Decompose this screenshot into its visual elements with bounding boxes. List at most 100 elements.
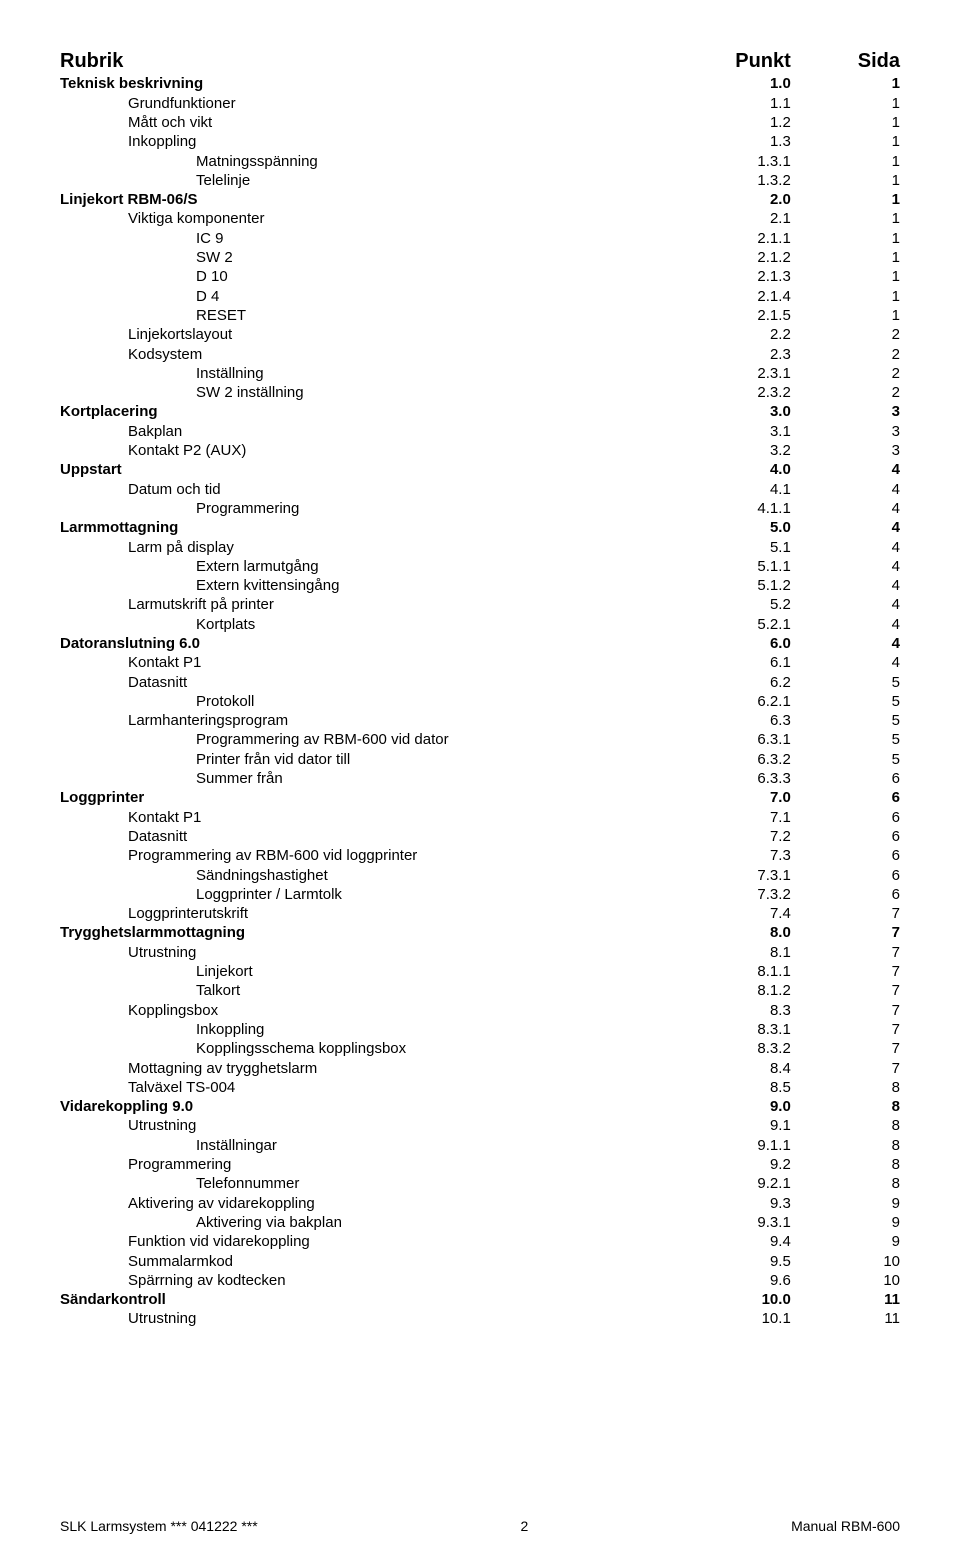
toc-sida: 4 xyxy=(791,499,900,518)
toc-row: Linjekortslayout2.22 xyxy=(60,326,900,345)
toc-sida: 1 xyxy=(791,249,900,268)
toc-row: Talväxel TS-0048.58 xyxy=(60,1078,900,1097)
toc-label: Kopplingsschema kopplingsbox xyxy=(60,1040,406,1057)
toc-sida: 5 xyxy=(791,750,900,769)
toc-punkt: 7.2 xyxy=(682,827,791,846)
toc-punkt: 9.2.1 xyxy=(682,1175,791,1194)
toc-label: Trygghetslarmmottagning xyxy=(60,924,245,941)
toc-punkt: 1.1 xyxy=(682,94,791,113)
toc-label: Mottagning av trygghetslarm xyxy=(60,1060,317,1077)
toc-punkt: 9.6 xyxy=(682,1271,791,1290)
toc-sida: 1 xyxy=(791,229,900,248)
toc-row: Kopplingsbox8.37 xyxy=(60,1001,900,1020)
toc-row: Matningsspänning1.3.11 xyxy=(60,152,900,171)
toc-punkt: 6.3.1 xyxy=(682,731,791,750)
toc-sida: 3 xyxy=(791,422,900,441)
toc-label: Linjekort xyxy=(60,963,253,980)
toc-sida: 2 xyxy=(791,364,900,383)
toc-label: IC 9 xyxy=(60,230,224,247)
toc-row: D 102.1.31 xyxy=(60,268,900,287)
toc-punkt: 8.1 xyxy=(682,943,791,962)
toc-label: Datoranslutning 6.0 xyxy=(60,635,200,652)
toc-label: Protokoll xyxy=(60,693,254,710)
toc-row: Linjekort RBM-06/S2.01 xyxy=(60,191,900,210)
toc-sida: 4 xyxy=(791,538,900,557)
toc-punkt: 8.1.1 xyxy=(682,963,791,982)
toc-row: Mått och vikt 1.21 xyxy=(60,113,900,132)
toc-punkt: 5.2 xyxy=(682,596,791,615)
toc-punkt: 7.4 xyxy=(682,905,791,924)
toc-row: Telefonnummer9.2.18 xyxy=(60,1175,900,1194)
toc-row: Sändarkontroll10.011 xyxy=(60,1291,900,1310)
toc-sida: 1 xyxy=(791,75,900,94)
toc-label: Telelinje xyxy=(60,172,250,189)
toc-label: Matningsspänning xyxy=(60,153,318,170)
toc-sida: 1 xyxy=(791,268,900,287)
toc-sida: 1 xyxy=(791,210,900,229)
toc-sida: 1 xyxy=(791,113,900,132)
toc-sida: 7 xyxy=(791,924,900,943)
toc-label: Programmering xyxy=(60,500,299,517)
toc-row: Loggprinter / Larmtolk7.3.26 xyxy=(60,885,900,904)
toc-punkt: 1.3.1 xyxy=(682,152,791,171)
toc-punkt: 9.4 xyxy=(682,1233,791,1252)
toc-label: Utrustning xyxy=(60,1310,196,1327)
toc-label: Larmhanteringsprogram xyxy=(60,712,288,729)
toc-table: Rubrik Punkt Sida Teknisk beskrivning1.0… xyxy=(60,48,900,1329)
toc-sida: 6 xyxy=(791,789,900,808)
toc-row: Utrustning8.17 xyxy=(60,943,900,962)
toc-header-row: Rubrik Punkt Sida xyxy=(60,48,900,75)
toc-punkt: 7.1 xyxy=(682,808,791,827)
toc-row: Kortplats5.2.14 xyxy=(60,615,900,634)
toc-punkt: 2.1.5 xyxy=(682,306,791,325)
toc-label: SW 2 inställning xyxy=(60,384,304,401)
toc-label: Mått och vikt xyxy=(60,114,212,131)
toc-label: D 4 xyxy=(60,288,219,305)
toc-sida: 7 xyxy=(791,905,900,924)
toc-punkt: 2.1 xyxy=(682,210,791,229)
toc-punkt: 1.2 xyxy=(682,113,791,132)
toc-row: Telelinje1.3.21 xyxy=(60,171,900,190)
toc-sida: 1 xyxy=(791,287,900,306)
toc-row: Loggprinter7.06 xyxy=(60,789,900,808)
toc-row: Extern larmutgång5.1.14 xyxy=(60,557,900,576)
toc-punkt: 7.3.1 xyxy=(682,866,791,885)
toc-sida: 9 xyxy=(791,1213,900,1232)
toc-punkt: 2.1.4 xyxy=(682,287,791,306)
footer-center: 2 xyxy=(520,1518,528,1534)
toc-label: Extern kvittensingång xyxy=(60,577,339,594)
toc-label: Talväxel TS-004 xyxy=(60,1079,235,1096)
toc-punkt: 2.1.1 xyxy=(682,229,791,248)
toc-row: Mottagning av trygghetslarm8.47 xyxy=(60,1059,900,1078)
toc-punkt: 5.0 xyxy=(682,519,791,538)
toc-label: Telefonnummer xyxy=(60,1175,299,1192)
toc-label: Datasnitt xyxy=(60,674,187,691)
toc-row: Talkort8.1.27 xyxy=(60,982,900,1001)
toc-label: Programmering xyxy=(60,1156,231,1173)
toc-row: Kontakt P16.14 xyxy=(60,654,900,673)
toc-label: Kortplacering xyxy=(60,403,158,420)
toc-sida: 1 xyxy=(791,133,900,152)
toc-row: Programmering9.28 xyxy=(60,1156,900,1175)
toc-sida: 9 xyxy=(791,1233,900,1252)
toc-punkt: 4.1 xyxy=(682,480,791,499)
toc-punkt: 9.0 xyxy=(682,1098,791,1117)
toc-punkt: 4.0 xyxy=(682,461,791,480)
toc-punkt: 8.3.2 xyxy=(682,1040,791,1059)
toc-label: Kontakt P1 xyxy=(60,809,201,826)
toc-row: Kontakt P17.16 xyxy=(60,808,900,827)
toc-sida: 6 xyxy=(791,827,900,846)
toc-label: Kopplingsbox xyxy=(60,1002,218,1019)
toc-sida: 7 xyxy=(791,1001,900,1020)
toc-sida: 4 xyxy=(791,635,900,654)
toc-row: Kortplacering3.03 xyxy=(60,403,900,422)
toc-label: Larm på display xyxy=(60,539,234,556)
toc-row: Inställning2.3.12 xyxy=(60,364,900,383)
toc-row: Linjekort8.1.17 xyxy=(60,963,900,982)
toc-label: Loggprinter xyxy=(60,789,144,806)
footer-left: SLK Larmsystem *** 041222 *** xyxy=(60,1518,258,1534)
toc-punkt: 6.2 xyxy=(682,673,791,692)
toc-punkt: 3.1 xyxy=(682,422,791,441)
toc-label: Viktiga komponenter xyxy=(60,210,264,227)
footer-right: Manual RBM-600 xyxy=(791,1518,900,1534)
